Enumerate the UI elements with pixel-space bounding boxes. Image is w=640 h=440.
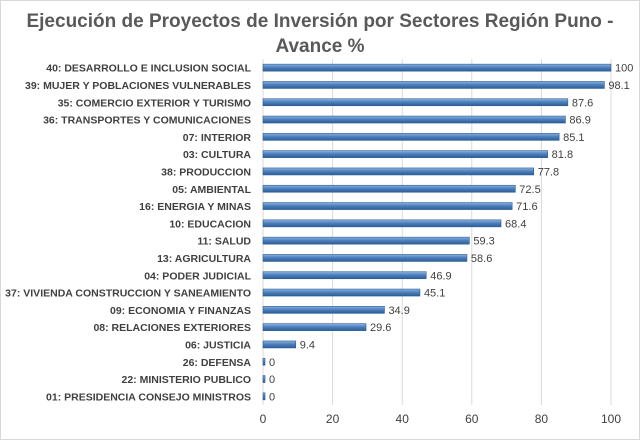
category-label: 05: AMBIENTAL: [172, 184, 251, 196]
bar: [262, 323, 367, 331]
category-labels: 40: DESARROLLO E INCLUSION SOCIAL 39: MUJ…: [5, 63, 251, 404]
bar: [262, 81, 605, 89]
data-label: 46.9: [430, 270, 451, 282]
category-label: 07: INTERIOR: [183, 132, 252, 144]
bar: [262, 150, 548, 158]
data-label: 34.9: [388, 305, 409, 317]
data-label: 100: [615, 63, 633, 75]
x-tick-label: 100: [601, 412, 621, 426]
data-labels: 100 98.1 87.6 86.9 85.1 81.8 77.8 72.5 71.6 68.4 5…: [269, 63, 633, 404]
bar: [262, 306, 385, 314]
bar: [262, 375, 266, 383]
data-label: 68.4: [505, 218, 526, 230]
category-label: 08: RELACIONES EXTERIORES: [93, 322, 251, 334]
data-label: 81.8: [552, 149, 573, 161]
data-label: 87.6: [572, 97, 593, 109]
bar: [262, 63, 612, 72]
x-axis-ticks: 0 20 40 60 80 100: [260, 412, 622, 426]
data-label: 59.3: [473, 236, 494, 248]
data-label: 86.9: [569, 115, 590, 127]
bars: [262, 63, 612, 401]
chart-title-line2: Avance %: [275, 36, 365, 57]
data-label: 77.8: [538, 166, 559, 178]
category-label: 01: PRESIDENCIA CONSEJO MINISTROS: [46, 391, 251, 403]
bar: [262, 236, 470, 245]
bar: [262, 392, 266, 401]
data-label: 45.1: [424, 288, 445, 300]
category-label: 40: DESARROLLO E INCLUSION SOCIAL: [46, 63, 251, 75]
category-label: 06: JUSTICIA: [185, 339, 251, 351]
category-label: 03: CULTURA: [183, 149, 251, 161]
data-label: 9.4: [300, 339, 315, 351]
data-label: 0: [269, 391, 275, 403]
category-label: 09: ECONOMIA Y FINANZAS: [110, 305, 251, 317]
x-tick-label: 0: [260, 412, 267, 426]
category-label: 11: SALUD: [197, 236, 251, 248]
bar: [262, 98, 569, 107]
bar: [262, 288, 421, 297]
bar: [262, 115, 566, 124]
chart-title: Ejecución de Proyectos de Inversión por …: [1, 9, 639, 59]
x-tick-label: 80: [535, 412, 549, 426]
bar: [262, 202, 513, 210]
data-label: 72.5: [519, 184, 540, 196]
gridlines: [262, 59, 612, 405]
category-label: 36: TRANSPORTES Y COMUNICACIONES: [43, 115, 251, 127]
data-label: 85.1: [563, 132, 584, 144]
x-tick-label: 60: [465, 412, 479, 426]
category-label: 13: AGRICULTURA: [157, 253, 251, 265]
category-label: 16: ENERGIA Y MINAS: [139, 201, 251, 213]
category-label: 39: MUJER Y POBLACIONES VULNERABLES: [25, 80, 251, 92]
data-label: 71.6: [516, 201, 537, 213]
category-label: 10: EDUCACION: [169, 218, 251, 230]
bar: [262, 184, 516, 193]
data-label: 98.1: [608, 80, 629, 92]
category-label: 04: PODER JUDICIAL: [144, 270, 251, 282]
data-label: 0: [269, 357, 275, 369]
bar: [262, 340, 297, 349]
data-label: 29.6: [370, 322, 391, 334]
category-label: 26: DEFENSA: [183, 357, 252, 369]
bar: [262, 133, 560, 141]
bar: [262, 167, 535, 176]
bar: [262, 254, 468, 262]
data-label: 58.6: [471, 253, 492, 265]
bar: [262, 357, 266, 366]
category-label: 35: COMERCIO EXTERIOR Y TURISMO: [58, 97, 251, 109]
chart-title-line1: Ejecución de Proyectos de Inversión por …: [26, 11, 614, 32]
data-label: 0: [269, 374, 275, 386]
category-label: 38: PRODUCCION: [161, 166, 251, 178]
category-label: 22: MINISTERIO PUBLICO: [121, 374, 251, 386]
x-tick-label: 40: [396, 412, 410, 426]
category-label: 37: VIVIENDA CONSTRUCCION Y SANEAMIENTO: [5, 288, 251, 300]
bar: [262, 271, 427, 280]
bar: [262, 219, 502, 228]
x-tick-label: 20: [326, 412, 340, 426]
